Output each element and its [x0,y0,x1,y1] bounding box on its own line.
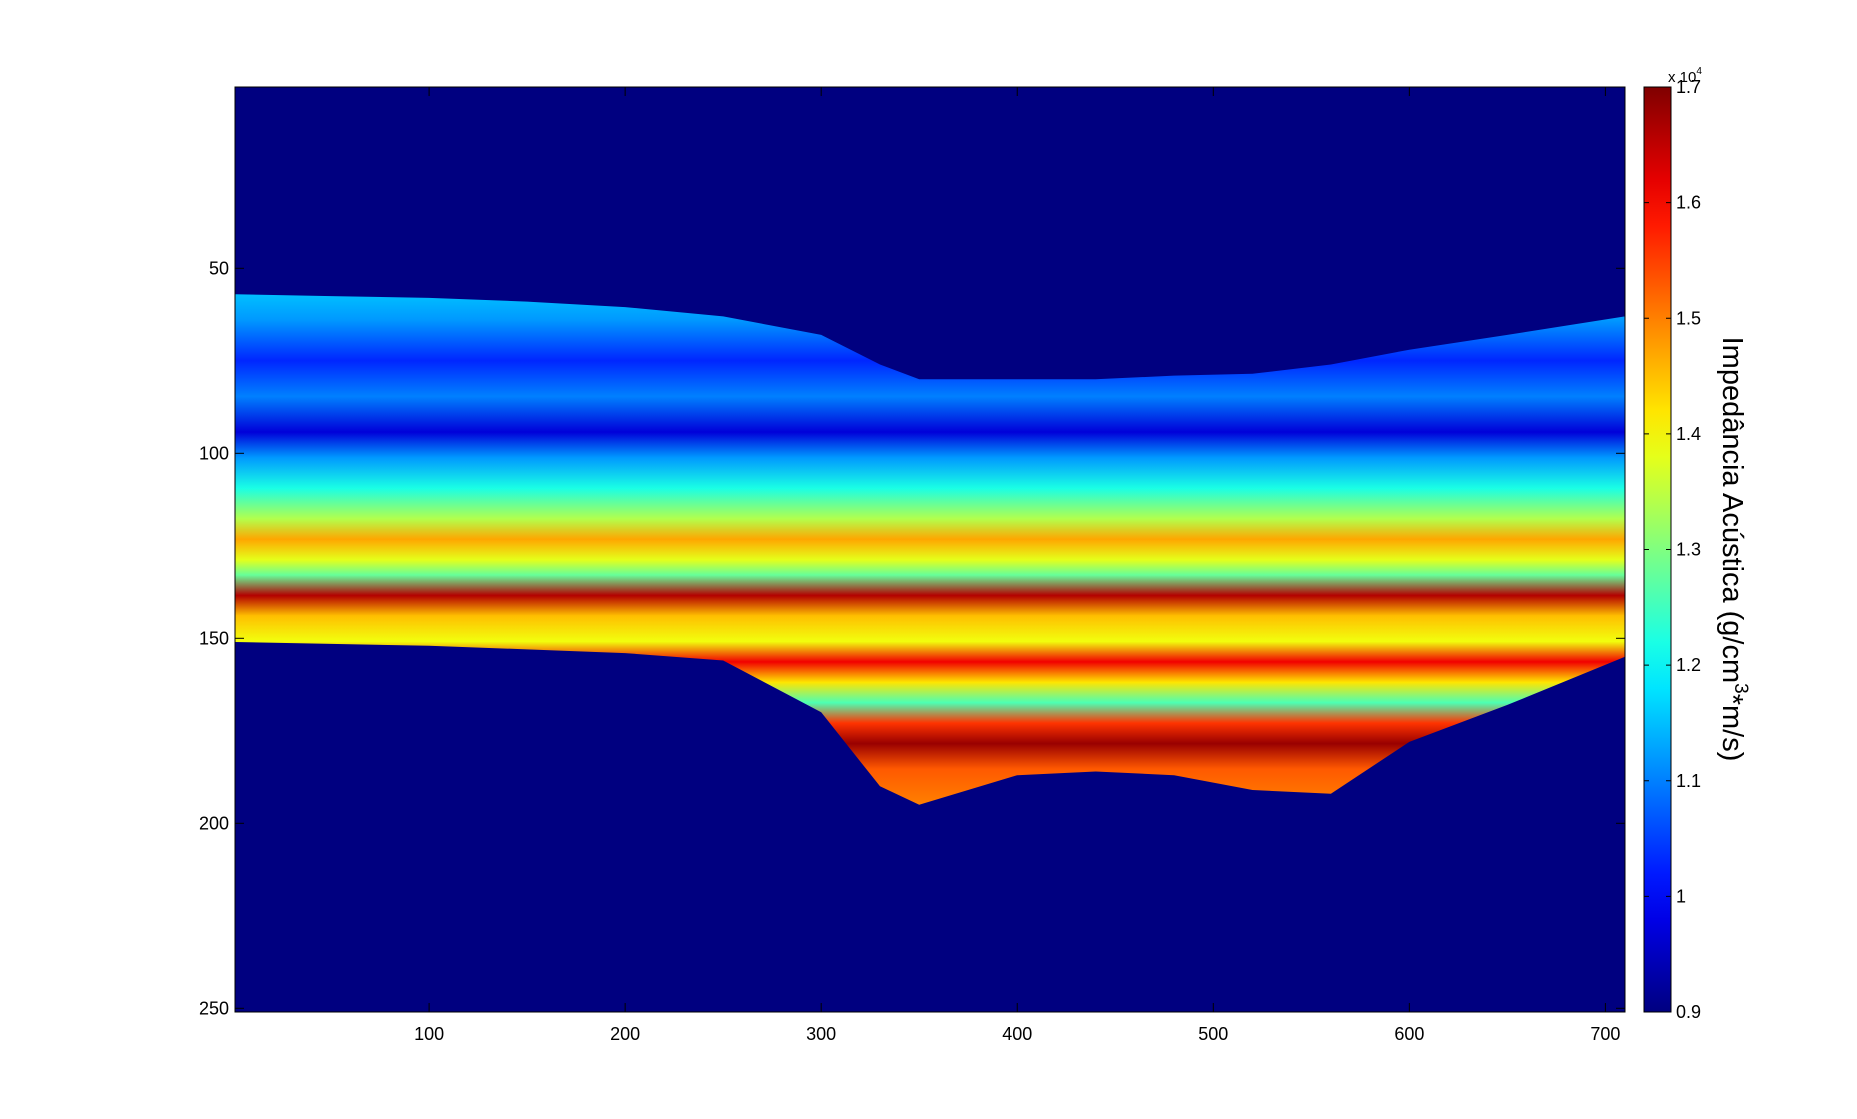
impedance-section [235,294,1625,805]
colorbar: 0.9 1 1.1 1.2 1.3 1.4 1.5 1.6 1.7 x 104 Impedânc… [1643,66,1751,1022]
y-tick-label: 200 [199,813,229,833]
x-axis: 100 200 300 400 500 600 700 [414,87,1620,1044]
colorbar-label-end: *m/s) [1716,694,1748,762]
colorbar-tick-label: 1.6 [1676,193,1701,213]
x-tick-label: 300 [806,1024,836,1044]
x-tick-label: 700 [1590,1024,1620,1044]
colorbar-label-main: Impedância Acústica (g/cm [1716,337,1748,684]
colorbar-multiplier-exponent: 4 [1696,66,1702,77]
colorbar-multiplier: x 104 [1668,66,1702,86]
colorbar-tick-label: 0.9 [1676,1002,1701,1022]
colorbar-tick-label: 1.4 [1676,424,1701,444]
y-tick-label: 100 [199,443,229,463]
x-tick-label: 100 [414,1024,444,1044]
plot-frame [234,86,1626,1013]
colorbar-label-superscript: 3 [1730,683,1751,694]
impedance-image [235,87,1625,1012]
colorbar-tick-label: 1.7 [1676,77,1701,97]
y-tick-label: 50 [209,258,229,278]
x-tick-label: 500 [1198,1024,1228,1044]
colorbar-tick-label: 1.3 [1676,540,1701,560]
y-axis: 50 100 150 200 250 [199,258,1625,1018]
y-tick-label: 150 [199,628,229,648]
colorbar-label: Impedância Acústica (g/cm3*m/s) [1716,337,1751,762]
colorbar-ticks: 0.9 1 1.1 1.2 1.3 1.4 1.5 1.6 1.7 [1644,77,1701,1022]
colorbar-tick-label: 1 [1676,886,1686,906]
y-tick-label: 250 [199,998,229,1018]
x-tick-label: 600 [1394,1024,1424,1044]
colorbar-tick-label: 1.5 [1676,308,1701,328]
x-tick-label: 200 [610,1024,640,1044]
colorbar-multiplier-base: x 10 [1668,69,1696,86]
colorbar-tick-label: 1.1 [1676,771,1701,791]
colorbar-tick-label: 1.2 [1676,655,1701,675]
x-tick-label: 400 [1002,1024,1032,1044]
